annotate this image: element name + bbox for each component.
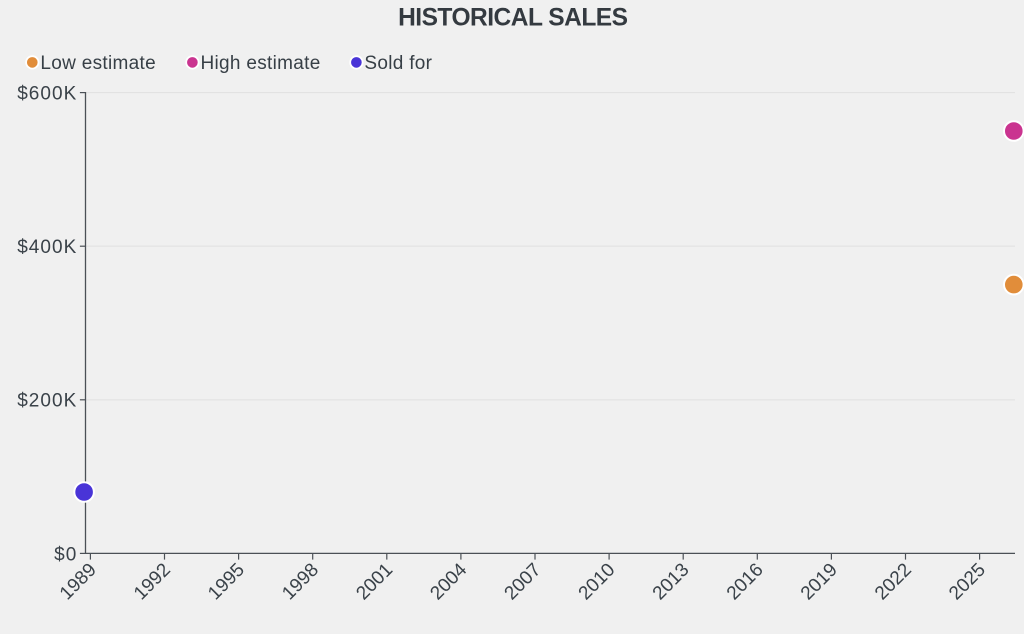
svg-text:$600K: $600K	[17, 84, 77, 105]
svg-text:Low estimate: Low estimate	[40, 53, 156, 74]
svg-text:$400K: $400K	[17, 237, 77, 258]
svg-text:HISTORICAL SALES: HISTORICAL SALES	[398, 5, 628, 32]
svg-text:Sold for: Sold for	[364, 53, 432, 74]
svg-text:$200K: $200K	[17, 391, 77, 412]
svg-text:High estimate: High estimate	[201, 53, 321, 74]
svg-text:$0: $0	[54, 544, 77, 565]
